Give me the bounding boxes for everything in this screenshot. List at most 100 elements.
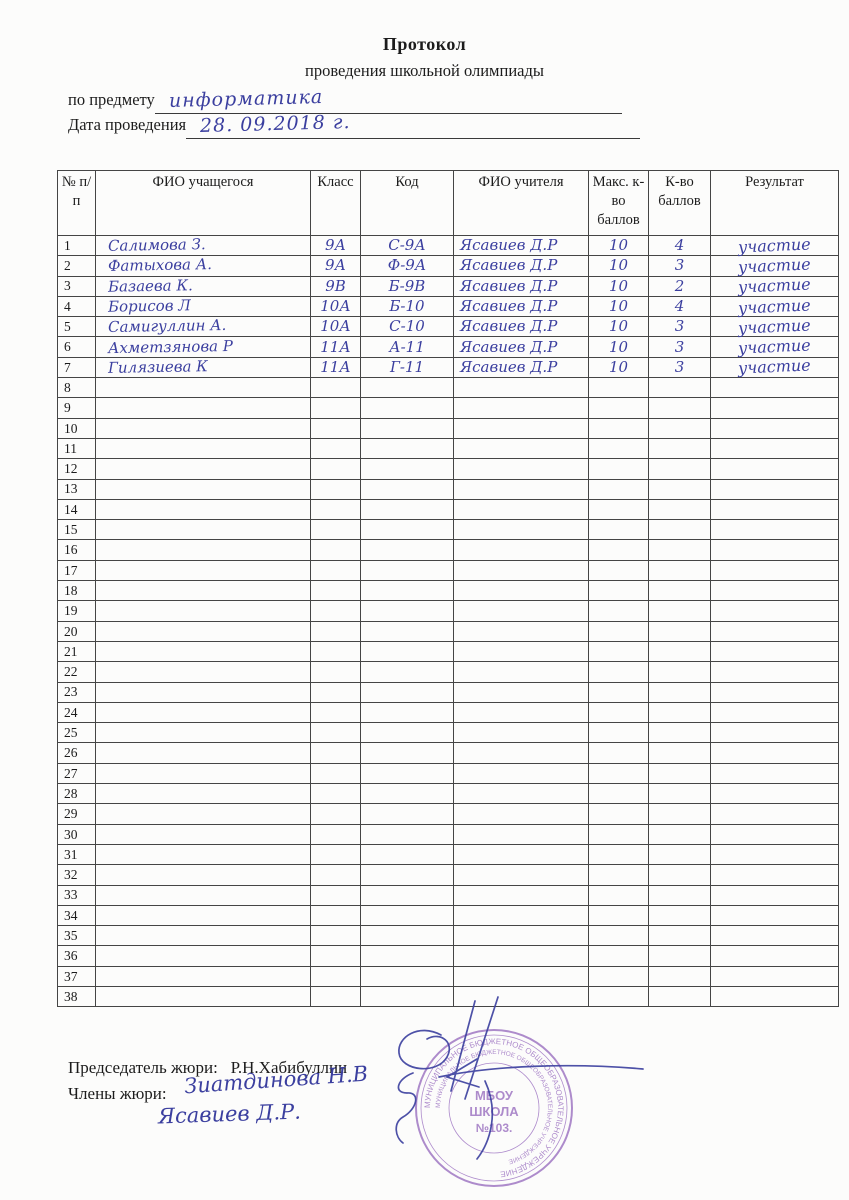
- cell-code: [360, 925, 454, 947]
- cell-max: [588, 681, 649, 703]
- cell-max: [588, 661, 649, 683]
- cell-teacher: [453, 661, 589, 683]
- table-row: 28: [57, 783, 839, 805]
- cell-code: [360, 519, 454, 541]
- cell-max: 10: [588, 234, 649, 257]
- subject-handwritten-value: информатика: [168, 85, 324, 113]
- cell-class: [310, 458, 361, 480]
- cell-name: Базаева К.: [95, 275, 311, 297]
- cell-max: [588, 620, 649, 642]
- handwritten-result: участие: [737, 294, 812, 318]
- cell-name: [95, 925, 311, 947]
- cell-max: 10: [588, 316, 649, 338]
- table-row: 7 Гилязиева К 11А Г-11 Ясавиев Д.Р 10 3 участие: [57, 356, 839, 379]
- handwritten-code: Б-10: [389, 297, 425, 316]
- cell-result: [710, 803, 839, 825]
- table-row: 17: [57, 559, 839, 582]
- handwritten-code: С-10: [389, 317, 425, 336]
- handwritten-name: Ахметзянова Р: [107, 336, 234, 357]
- cell-score: [648, 783, 711, 805]
- cell-name: [95, 640, 311, 663]
- cell-class: [310, 864, 361, 886]
- cell-max: [588, 559, 649, 582]
- cell-name: [95, 762, 311, 785]
- table-row: 19: [57, 600, 839, 622]
- handwritten-score: 3: [674, 337, 685, 356]
- handwritten-teacher: Ясавиев Д.Р: [460, 337, 558, 356]
- cell-num: 7: [57, 356, 96, 379]
- results-table: № п/п ФИО учащегося Класс Код ФИО учителя Мак…: [57, 170, 839, 1008]
- handwritten-teacher: Ясавиев Д.Р: [460, 276, 558, 295]
- cell-result: [710, 620, 839, 642]
- cell-name: [95, 701, 311, 724]
- cell-max: 10: [588, 295, 649, 318]
- handwritten-class: 11А: [320, 337, 351, 356]
- stamp-outer-circle: [415, 1029, 573, 1187]
- handwritten-code: Б-9В: [388, 276, 426, 295]
- cell-name: [95, 539, 311, 561]
- table-row: 9: [57, 397, 839, 419]
- cell-code: [360, 945, 454, 967]
- handwritten-max: 10: [608, 236, 629, 255]
- cell-result: [710, 559, 839, 582]
- cell-name: [95, 519, 311, 541]
- cell-name: [95, 498, 311, 521]
- cell-num: 9: [57, 397, 96, 419]
- cell-num: 14: [57, 498, 96, 521]
- cell-result: [710, 843, 839, 866]
- cell-name: [95, 681, 311, 703]
- cell-num: 20: [57, 620, 96, 642]
- subject-label: по предмету: [68, 90, 155, 109]
- cell-teacher: [453, 742, 589, 764]
- jury-signatures-scribble: [395, 996, 644, 1160]
- cell-teacher: [453, 519, 589, 541]
- cell-name: Салимова З.: [95, 234, 311, 257]
- cell-class: 11А: [310, 356, 361, 379]
- cell-teacher: [453, 600, 589, 622]
- cell-result: [710, 904, 839, 927]
- cell-class: [310, 620, 361, 642]
- cell-max: [588, 783, 649, 805]
- table-row: 32: [57, 864, 839, 886]
- cell-result: [710, 823, 839, 845]
- cell-name: Ахметзянова Р: [95, 336, 311, 358]
- handwritten-class: 9В: [325, 276, 346, 295]
- cell-class: [310, 965, 361, 987]
- cell-max: 10: [588, 275, 649, 297]
- cell-result: [710, 478, 839, 500]
- column-header-score: К-во баллов: [648, 170, 711, 236]
- cell-score: [648, 580, 711, 602]
- cell-result: [710, 884, 839, 906]
- table-row: 25: [57, 722, 839, 744]
- handwritten-max: 10: [608, 276, 629, 295]
- cell-score: [648, 762, 711, 785]
- cell-name: [95, 803, 311, 825]
- handwritten-result: участие: [737, 234, 812, 257]
- cell-max: [588, 742, 649, 764]
- cell-max: [588, 864, 649, 886]
- cell-teacher: [453, 559, 589, 582]
- cell-teacher: Ясавиев Д.Р: [453, 234, 589, 257]
- cell-result: [710, 417, 839, 439]
- date-underline: 28. 09.2018 г.: [186, 111, 640, 139]
- cell-class: [310, 600, 361, 622]
- cell-result: [710, 580, 839, 602]
- cell-teacher: Ясавиев Д.Р: [453, 316, 589, 338]
- cell-num: 10: [57, 417, 96, 439]
- cell-teacher: [453, 417, 589, 439]
- cell-code: [360, 498, 454, 521]
- handwritten-code: А-11: [389, 337, 425, 356]
- cell-result: участие: [710, 275, 839, 297]
- cell-code: [360, 661, 454, 683]
- handwritten-code: С-9А: [388, 236, 426, 255]
- cell-score: [648, 661, 711, 683]
- cell-max: [588, 417, 649, 439]
- cell-max: [588, 701, 649, 724]
- cell-max: [588, 519, 649, 541]
- cell-name: [95, 783, 311, 805]
- cell-num: 5: [57, 316, 96, 338]
- handwritten-teacher: Ясавиев Д.Р: [460, 236, 558, 255]
- cell-code: [360, 437, 454, 460]
- handwritten-name: Гилязиева К: [107, 357, 208, 377]
- date-handwritten-value: 28. 09.2018 г.: [199, 111, 351, 137]
